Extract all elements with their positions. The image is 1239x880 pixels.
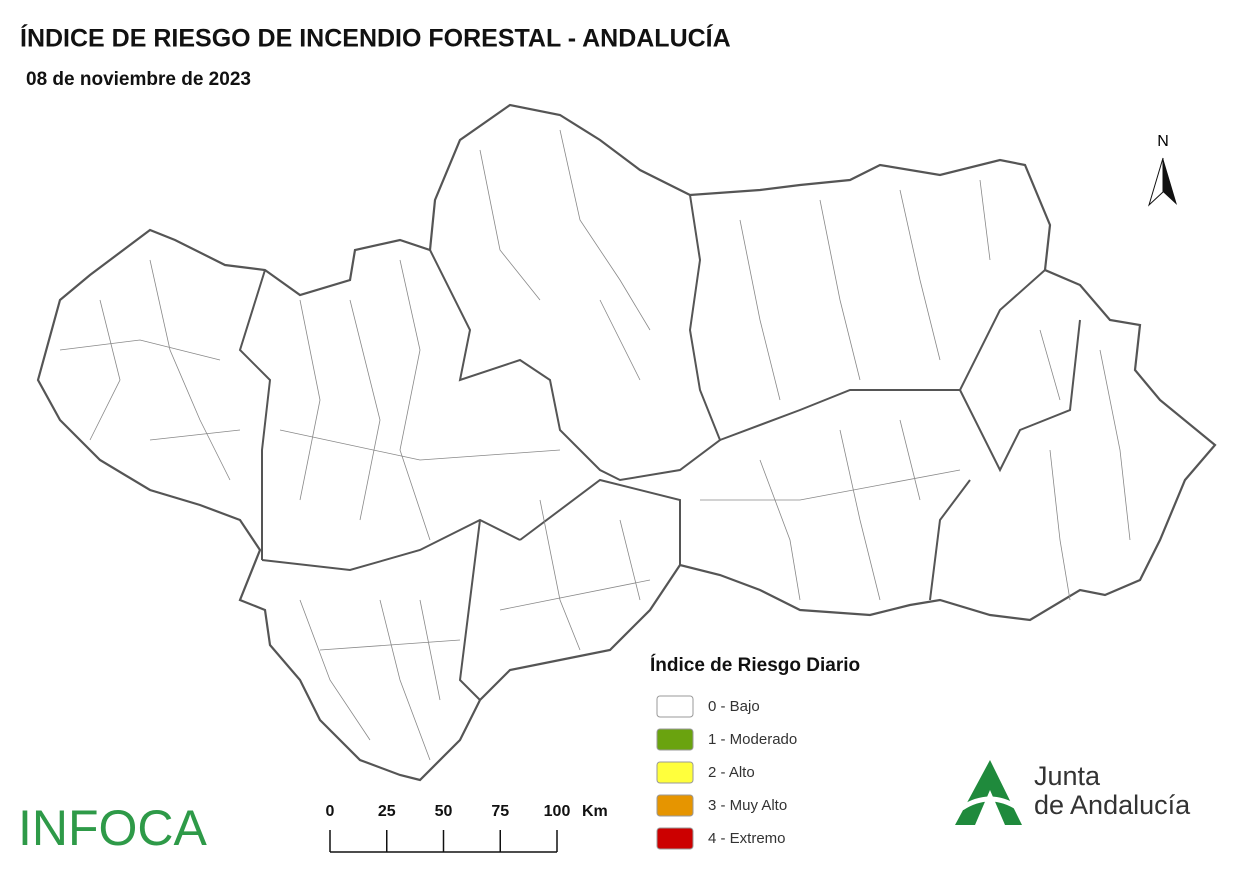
scale-tick-label: 50: [435, 803, 453, 820]
legend-label: 1 - Moderado: [708, 731, 797, 748]
junta-line1: Junta: [1034, 761, 1101, 791]
legend-swatch: [656, 728, 694, 751]
junta-logo: Junta de Andalucía: [955, 760, 1191, 825]
legend-label: 4 - Extremo: [708, 830, 786, 847]
legend-label: 3 - Muy Alto: [708, 797, 787, 814]
municipal-borders: [59, 129, 1131, 761]
north-arrow-right: [1163, 158, 1177, 205]
province-border: [458, 519, 481, 701]
infoca-logo: INFOCA: [18, 800, 208, 856]
scale-tick-label: 75: [491, 803, 509, 820]
north-arrow: N: [1147, 133, 1177, 207]
legend-swatch: [656, 761, 694, 784]
legend-label: 0 - Bajo: [708, 698, 760, 715]
scale-tick-label: 25: [378, 803, 396, 820]
scale-tick-label: 100: [544, 803, 571, 820]
legend-swatch: [656, 827, 694, 850]
legend-swatch: [656, 794, 694, 817]
junta-emblem: [955, 760, 1022, 825]
north-label: N: [1157, 133, 1169, 150]
region-map: [36, 103, 1217, 782]
legend-title: Índice de Riesgo Diario: [650, 654, 860, 676]
province-border: [261, 518, 521, 572]
map-title: ÍNDICE DE RIESGO DE INCENDIO FORESTAL - …: [20, 24, 731, 53]
province-border: [238, 269, 272, 560]
legend-swatch: [656, 695, 694, 718]
legend: Índice de Riesgo Diario 0 - Bajo 1 - Mode…: [650, 654, 860, 850]
junta-emblem-band: [960, 796, 1020, 811]
map-date: 08 de noviembre de 2023: [26, 69, 251, 90]
region-outline: [36, 103, 1217, 782]
scale-bar: 0 25 50 75 100 Km: [326, 803, 608, 853]
province-border: [429, 194, 722, 482]
province-border: [519, 478, 681, 565]
scale-tick-label: 0: [326, 803, 335, 820]
junta-line2: de Andalucía: [1034, 790, 1191, 820]
province-border: [929, 479, 971, 601]
province-border: [959, 319, 1081, 473]
scale-unit: Km: [582, 803, 608, 820]
legend-label: 2 - Alto: [708, 764, 755, 781]
province-border: [719, 269, 1046, 441]
